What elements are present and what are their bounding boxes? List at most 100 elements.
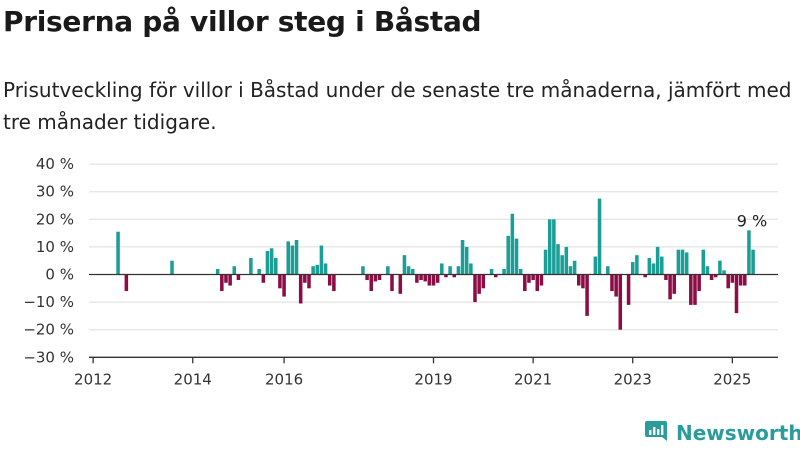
- bar: [713, 274, 718, 278]
- bar: [419, 274, 423, 281]
- bar: [535, 274, 540, 292]
- bar: [406, 266, 411, 275]
- x-tick-label: 2025: [713, 370, 751, 388]
- bar: [531, 274, 535, 281]
- bar: [249, 257, 253, 275]
- bar: [560, 255, 564, 275]
- bar: [668, 274, 672, 300]
- bar: [514, 238, 519, 275]
- bar: [423, 274, 427, 282]
- bar: [469, 263, 473, 275]
- newsworthy-logo-icon: [645, 421, 667, 441]
- bar: [672, 274, 676, 294]
- y-tick-label: −10 %: [23, 293, 74, 311]
- bar: [547, 219, 552, 275]
- chart-subtitle: Prisutveckling för villor i Båstad under…: [3, 78, 792, 134]
- bar: [743, 274, 747, 286]
- bar: [510, 213, 515, 275]
- bar: [477, 274, 481, 294]
- bar: [680, 249, 685, 275]
- bar: [311, 266, 315, 275]
- bar: [684, 252, 689, 275]
- bar: [552, 219, 556, 275]
- bar: [257, 268, 261, 275]
- bar: [610, 274, 614, 292]
- bar: [402, 255, 407, 275]
- newsworthy-logo: Newsworthy: [644, 419, 800, 447]
- y-tick-label: −30 %: [23, 348, 74, 366]
- bar: [572, 260, 577, 275]
- bar: [701, 249, 706, 275]
- bar: [274, 257, 278, 275]
- bar: [170, 260, 174, 275]
- y-tick-label: 10 %: [36, 238, 74, 256]
- bar: [278, 274, 282, 289]
- bar: [489, 268, 494, 275]
- bar: [705, 266, 710, 275]
- bar: [431, 274, 436, 286]
- bar: [232, 266, 237, 275]
- bar: [726, 274, 730, 289]
- bar: [564, 246, 569, 275]
- bar: [294, 240, 299, 275]
- bar: [738, 274, 743, 286]
- bar: [220, 274, 224, 292]
- bar: [693, 274, 697, 305]
- bar: [116, 231, 120, 275]
- bar: [626, 274, 631, 305]
- y-tick-label: −20 %: [23, 321, 74, 339]
- x-axis-labels: 2012 2014 2016 2019 2021 2023 2025: [74, 370, 751, 388]
- bar: [577, 274, 581, 286]
- bar: [319, 245, 324, 275]
- x-tick-label: 2023: [614, 370, 652, 388]
- bar: [527, 274, 531, 283]
- bar: [303, 274, 307, 283]
- y-axis-labels: 40 % 30 % 20 % 10 % 0 % −10 % −20 % −30 %: [23, 155, 74, 366]
- grid-lines: [89, 163, 778, 358]
- bar: [581, 274, 585, 289]
- bar: [215, 268, 220, 275]
- bar: [444, 274, 448, 278]
- bar: [373, 274, 378, 282]
- bar: [568, 266, 573, 275]
- bar: [369, 274, 374, 292]
- bar: [261, 274, 266, 283]
- bars: [116, 198, 755, 330]
- bar: [643, 274, 647, 278]
- bar: [506, 235, 510, 275]
- bar: [730, 274, 735, 283]
- y-tick-label: 40 %: [36, 155, 74, 173]
- bar: [664, 274, 668, 281]
- bar: [228, 274, 232, 286]
- x-tick-label: 2012: [74, 370, 112, 388]
- bar: [494, 274, 498, 278]
- bar: [307, 274, 311, 289]
- bar: [481, 274, 486, 289]
- bar: [597, 198, 602, 275]
- bar: [398, 274, 403, 294]
- x-tick-label: 2021: [514, 370, 552, 388]
- bar: [410, 268, 415, 275]
- bar: [502, 268, 506, 275]
- bar: [323, 263, 328, 275]
- bar: [464, 246, 469, 275]
- bar: [440, 263, 444, 275]
- x-tick-label: 2014: [174, 370, 212, 388]
- y-tick-label: 30 %: [36, 183, 74, 201]
- bar: [456, 266, 461, 275]
- bar: [523, 274, 527, 292]
- bar: [386, 266, 390, 275]
- bar: [606, 266, 610, 275]
- bar: [282, 274, 286, 297]
- newsworthy-logo-text: Newsworthy: [676, 421, 800, 445]
- bar: [265, 251, 270, 275]
- bar: [236, 274, 241, 281]
- bar: [751, 249, 755, 275]
- chart-title: Priserna på villor steg i Båstad: [3, 5, 482, 38]
- y-tick-label: 20 %: [36, 210, 74, 228]
- y-tick-label: 0 %: [45, 266, 74, 284]
- data-label: 9 %: [737, 211, 767, 230]
- bar: [390, 274, 394, 292]
- bar: [327, 274, 332, 286]
